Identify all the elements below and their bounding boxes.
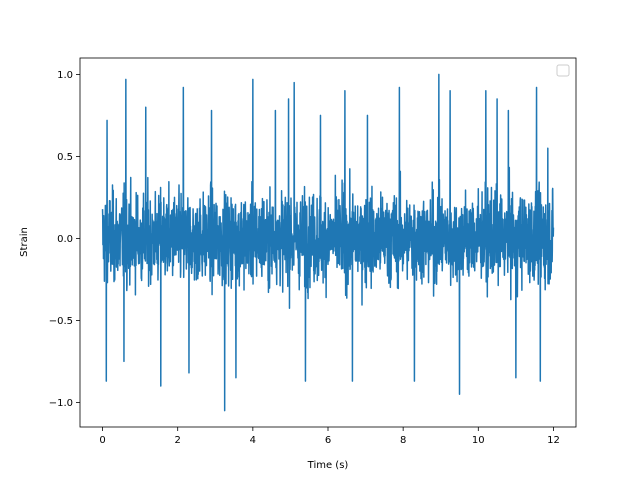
x-tick-label: 4 xyxy=(250,435,256,446)
legend-box xyxy=(556,64,570,77)
x-axis-label: Time (s) xyxy=(307,460,349,471)
y-ticks: −1.0 −0.5 0.0 0.5 1.0 xyxy=(49,70,80,409)
y-tick-label: 0.5 xyxy=(57,152,73,163)
x-ticks: 0 2 4 6 8 10 12 xyxy=(99,427,560,446)
y-tick-label: −1.0 xyxy=(49,398,73,409)
strain-series-line xyxy=(101,73,555,412)
x-tick-label: 10 xyxy=(472,435,485,446)
x-tick-label: 2 xyxy=(175,435,181,446)
y-axis-label: Strain xyxy=(19,227,30,257)
x-tick-label: 0 xyxy=(99,435,105,446)
y-tick-label: −0.5 xyxy=(49,316,73,327)
series-layer xyxy=(101,73,555,412)
y-tick-label: 0.0 xyxy=(57,234,73,245)
x-tick-label: 8 xyxy=(400,435,406,446)
x-tick-label: 6 xyxy=(325,435,331,446)
x-tick-label: 12 xyxy=(547,435,560,446)
y-tick-label: 1.0 xyxy=(57,70,73,81)
